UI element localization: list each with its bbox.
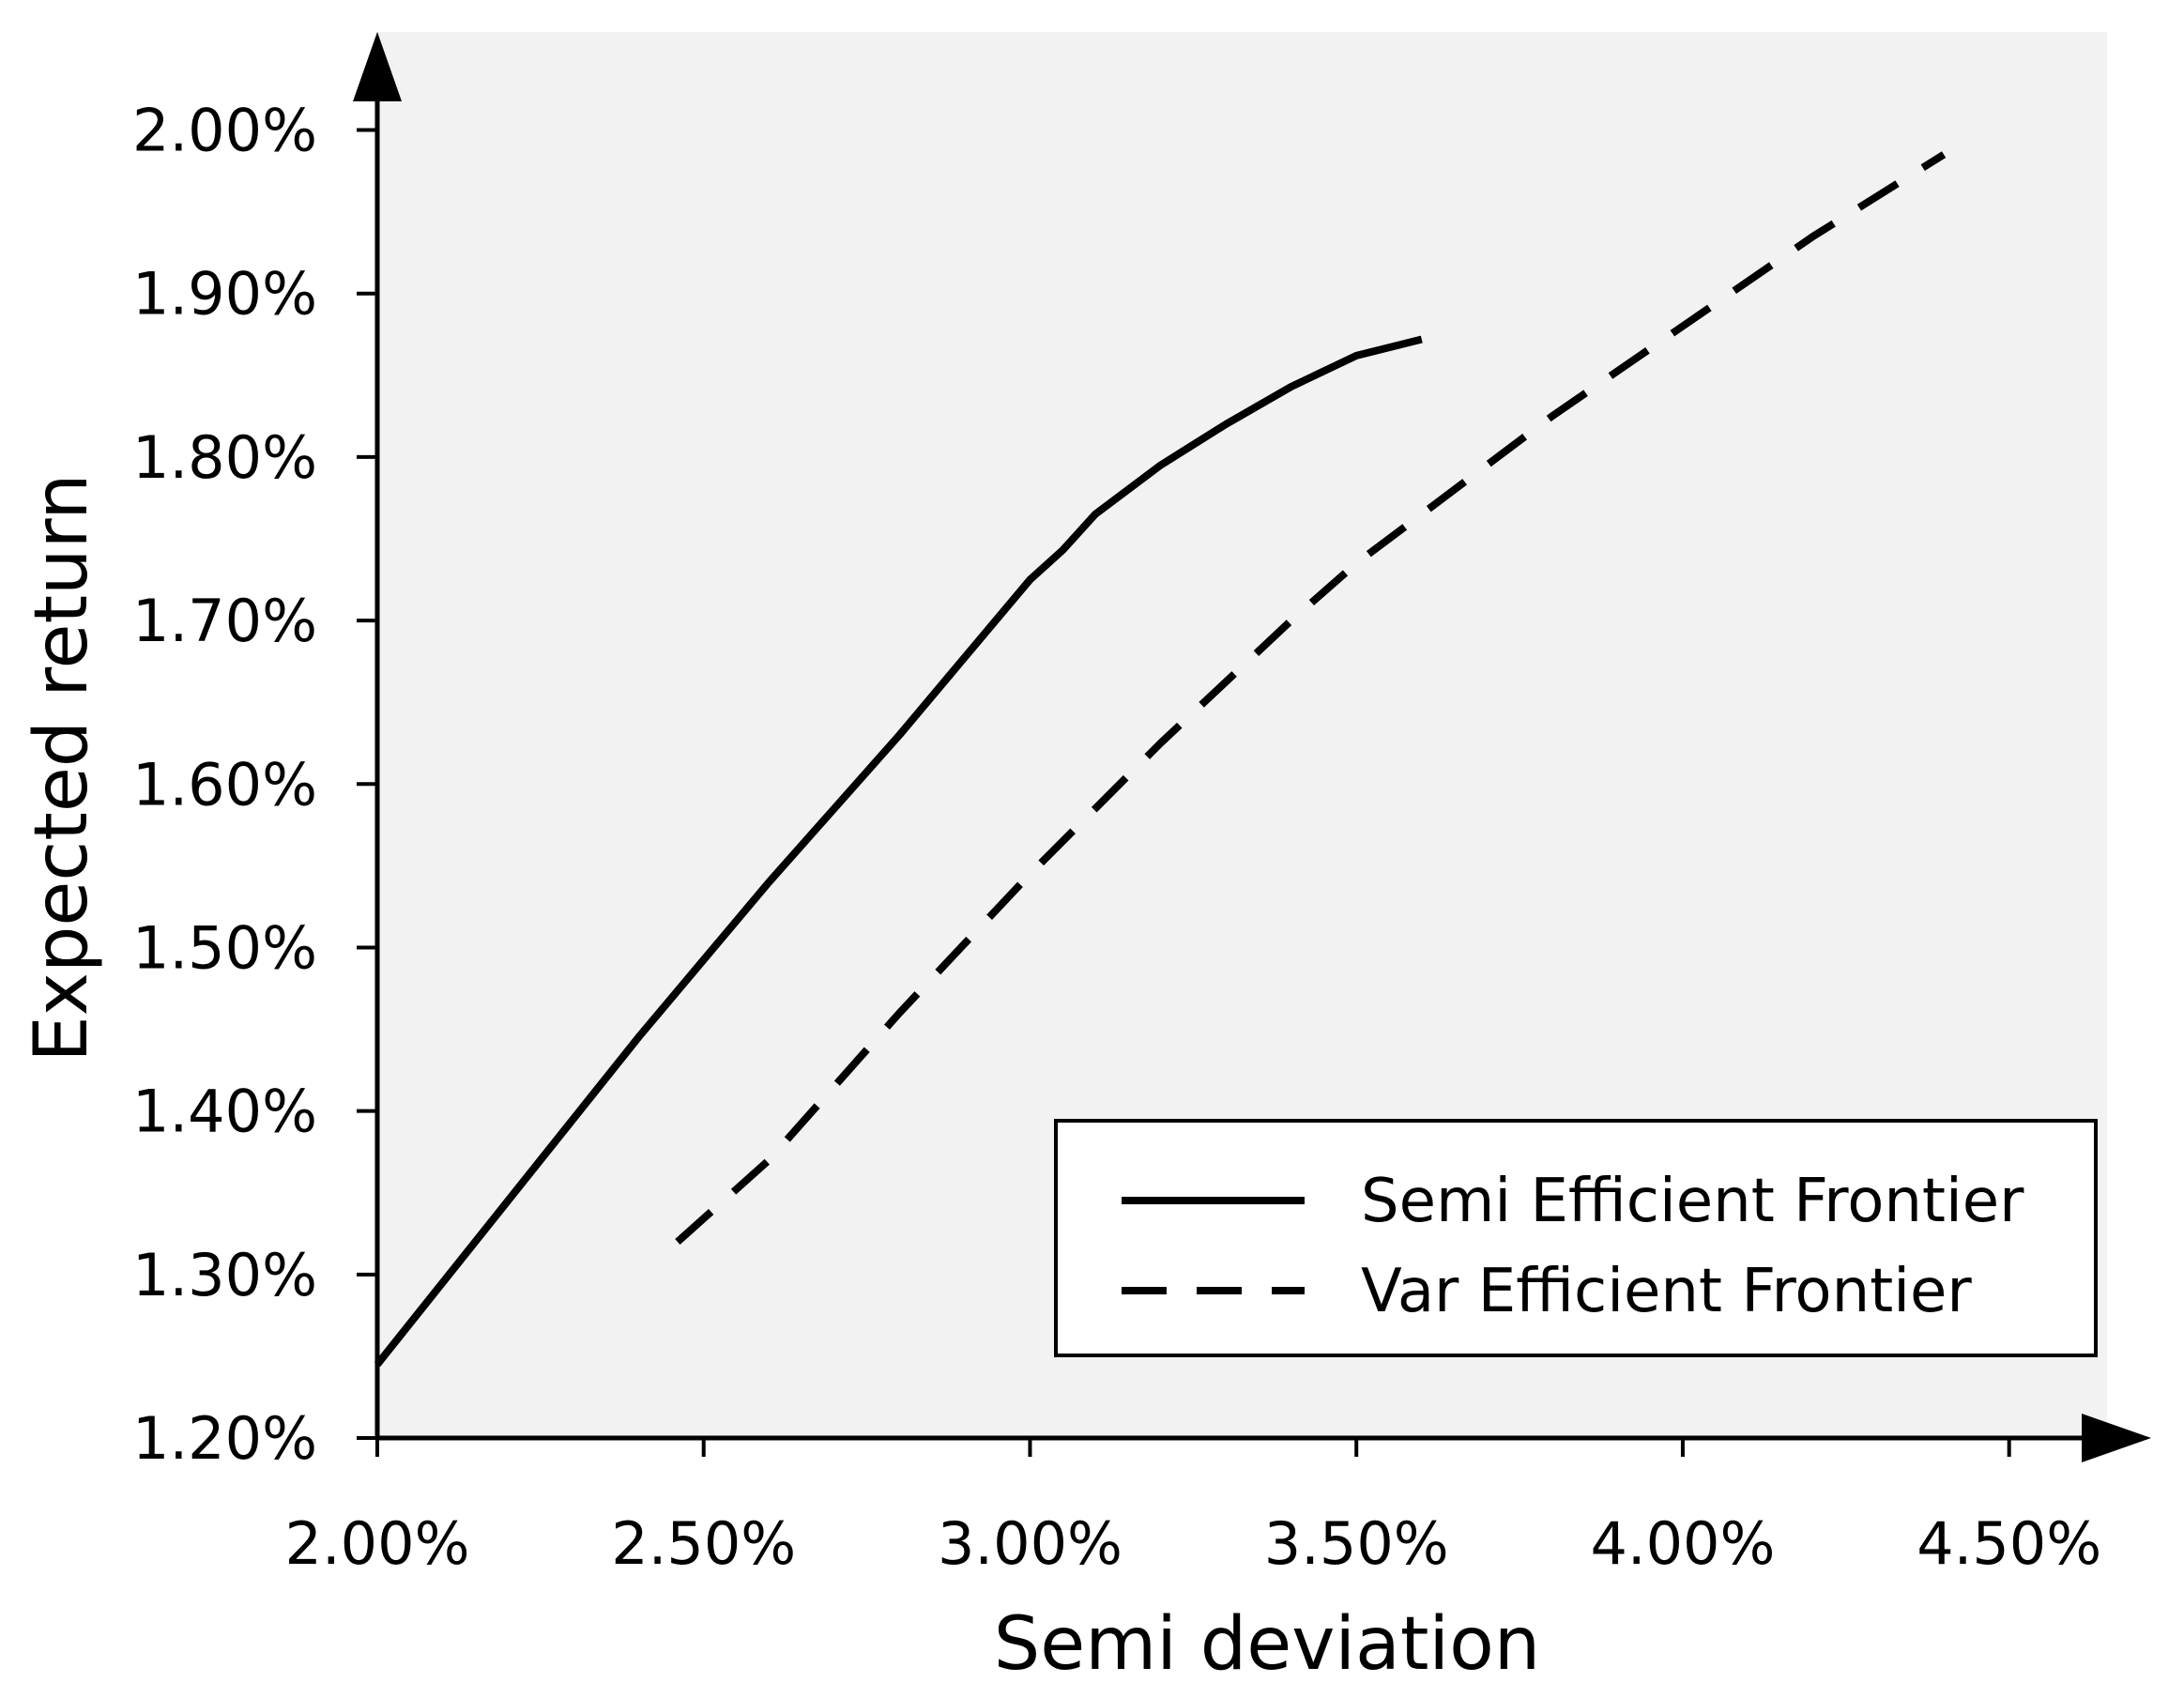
y-tick-label: 1.80% [132,423,317,492]
series-layer [374,151,1947,1368]
x-axis-title: Semi deviation [994,1602,1541,1687]
x-tick-label: 3.50% [1264,1509,1449,1578]
x-tick-label: 2.00% [285,1509,470,1578]
y-axis-arrow [353,32,402,101]
y-tick-label: 1.30% [132,1241,317,1309]
y-tick-label: 1.70% [132,587,317,655]
x-tick-label: 3.00% [938,1509,1123,1578]
y-tick-label: 1.50% [132,913,317,982]
legend: Semi Efficient Frontier Var Efficient Fr… [1054,1119,2098,1357]
x-tick-label: 2.50% [611,1509,796,1578]
legend-box [1054,1119,2098,1357]
y-tick-label: 1.60% [132,750,317,818]
y-tick-label: 2.00% [132,97,317,165]
y-tick-label: 1.20% [132,1404,317,1473]
x-tick-label: 4.00% [1590,1509,1775,1578]
axes-layer [353,32,2151,1462]
y-tick-label: 1.40% [132,1078,317,1146]
series-line-var-efficient-frontier [675,151,1947,1245]
series-line-semi-efficient-frontier [374,335,1423,1368]
ticks-layer: 2.00% 2.50% 3.00% 3.50% 4.00% 4.50% 1.20% 1.30%… [132,97,2101,1578]
legend-label-var-efficient-frontier: Var Efficient Frontier [1361,1257,1972,1326]
legend-label-semi-efficient-frontier: Semi Efficient Frontier [1361,1167,2024,1236]
x-tick-label: 4.50% [1917,1509,2101,1578]
x-axis-arrow [2082,1414,2151,1462]
y-tick-label: 1.90% [132,260,317,329]
y-axis-title: Expected return [20,473,104,1062]
